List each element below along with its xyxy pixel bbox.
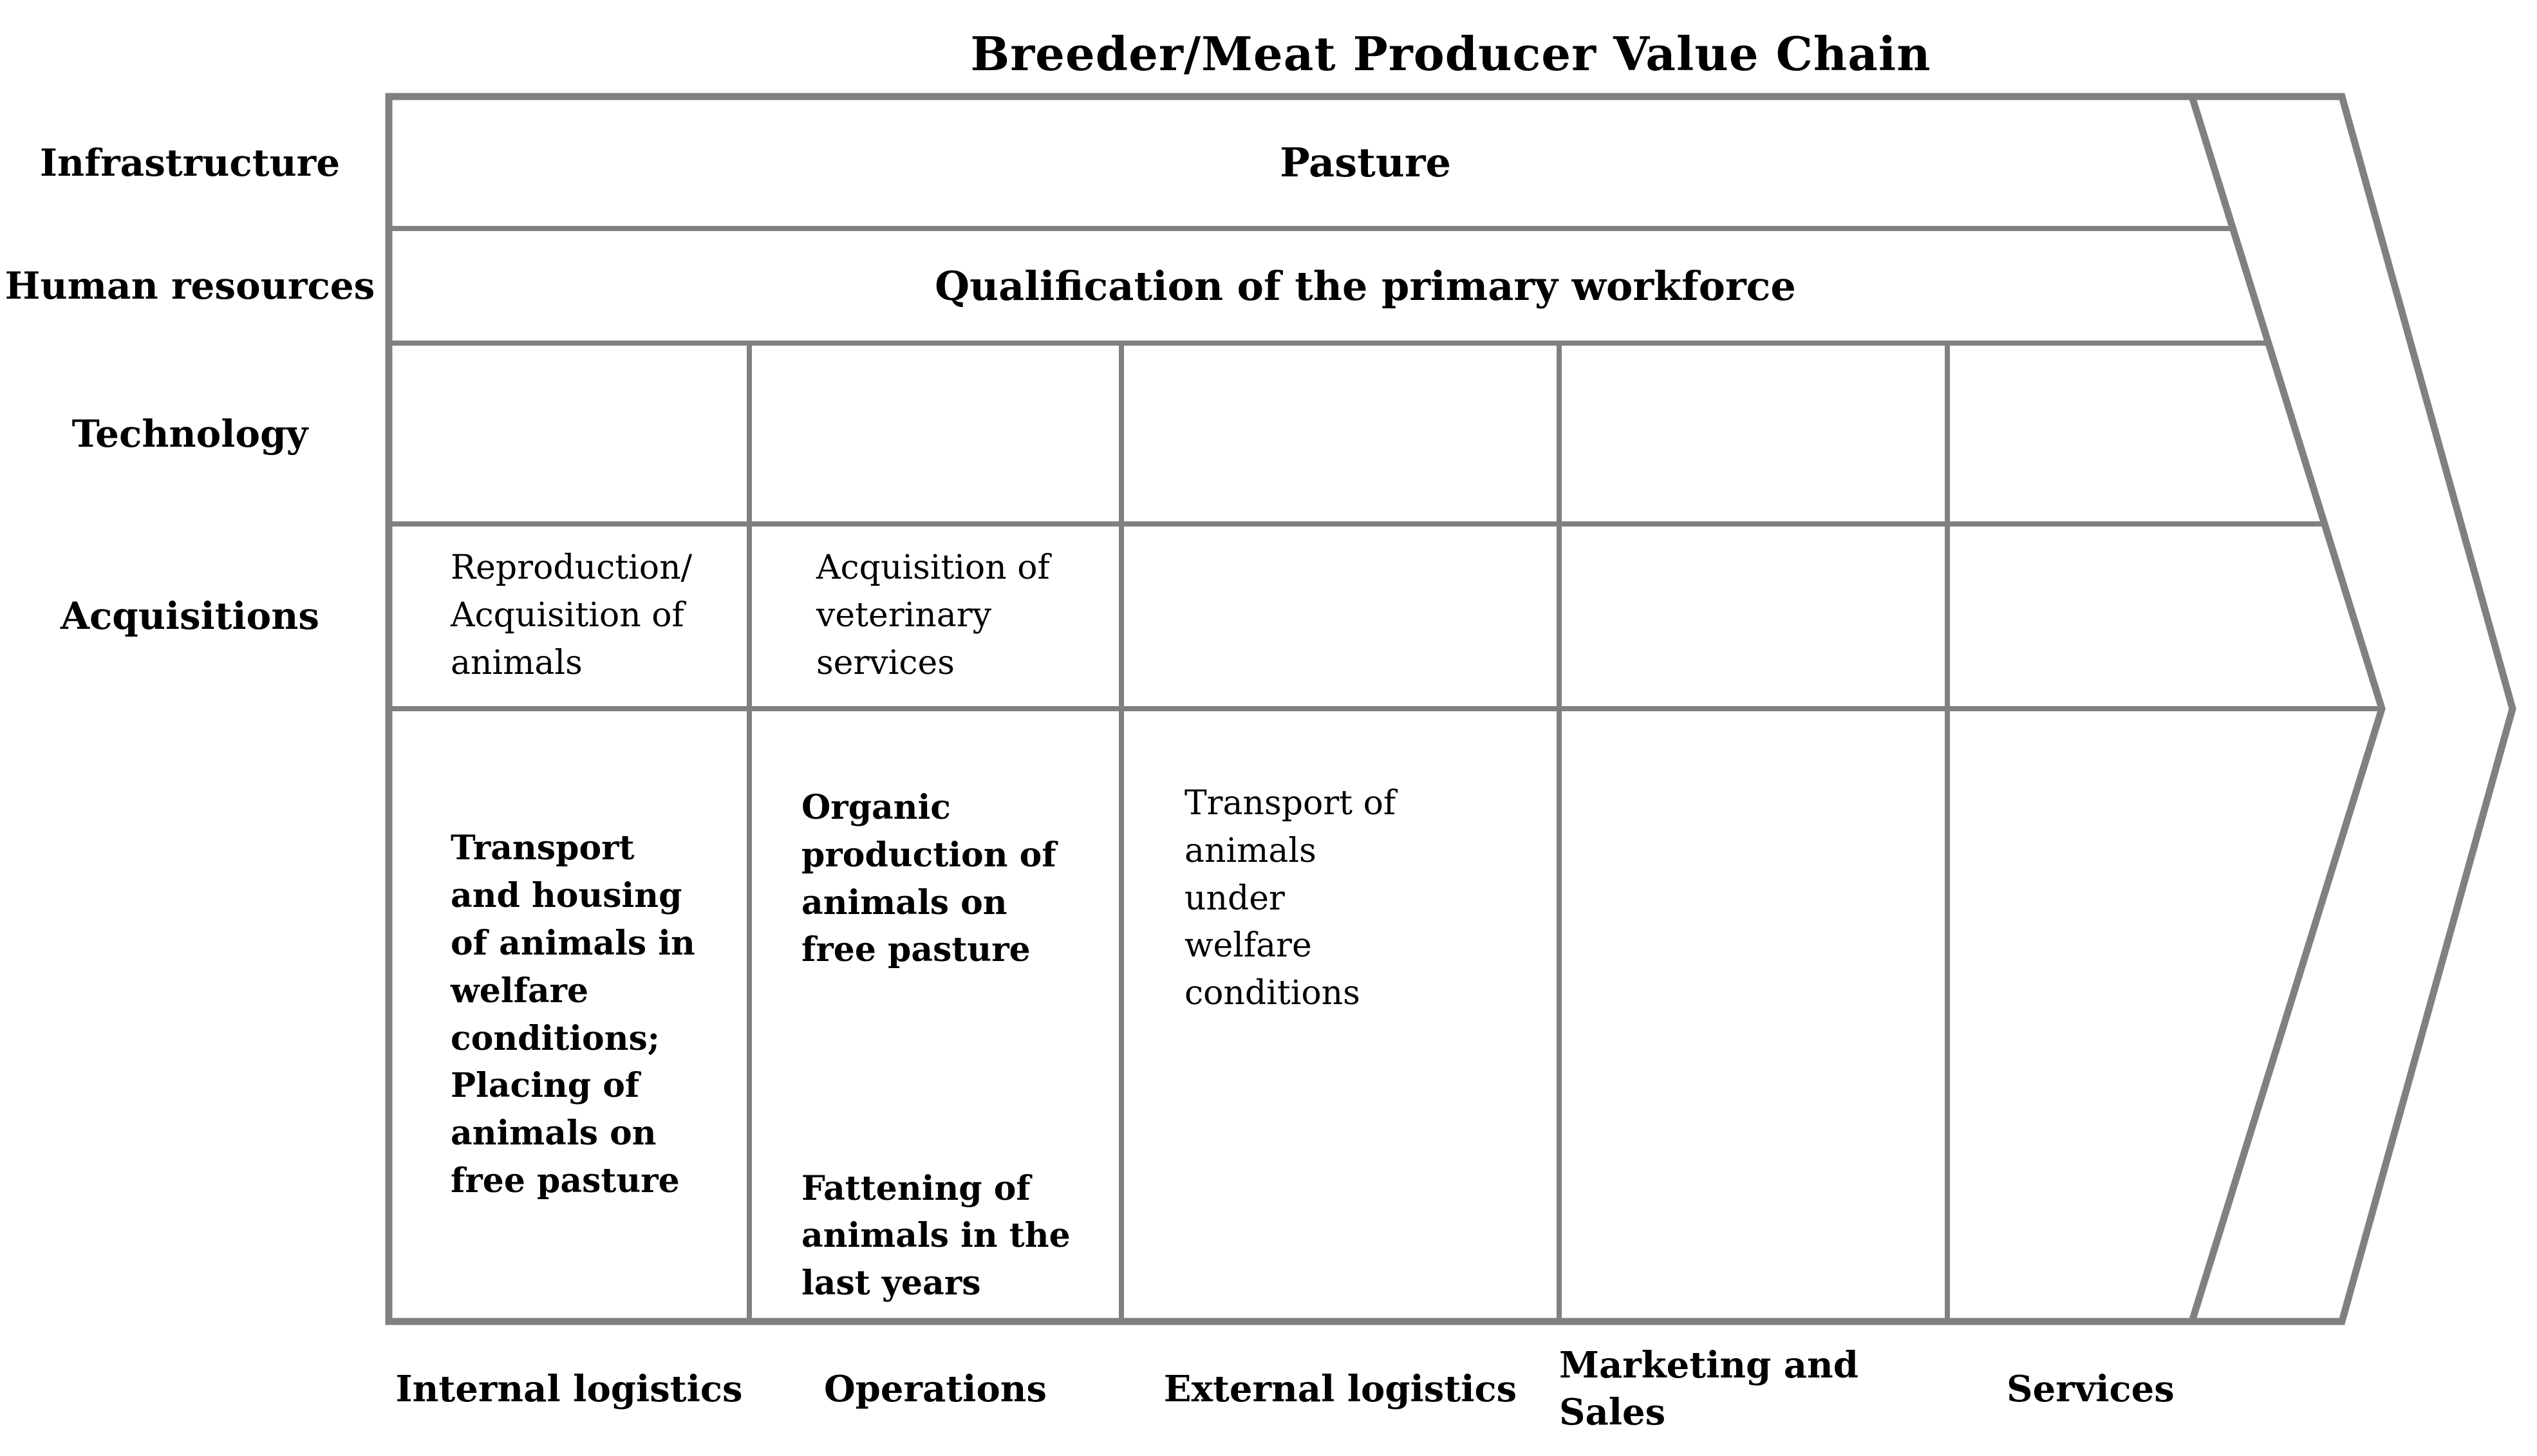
column-label-internal-logistics-text: Internal logistics bbox=[395, 1367, 743, 1410]
column-label-services-text: Services bbox=[2007, 1367, 2175, 1410]
support-label-acquisitions: Acquisitions bbox=[60, 594, 320, 638]
primary-cell-operations: Organic production of animals on free pa… bbox=[801, 708, 1078, 1321]
acquisitions-cell-internal-logistics: Reproduction/ Acquisition of animals bbox=[451, 524, 731, 708]
primary-cell-operations-upper-text: Organic production of animals on free pa… bbox=[801, 788, 1056, 970]
primary-cell-external-logistics-text: Transport of animals under welfare condi… bbox=[1184, 784, 1396, 1013]
diagram-title: Breeder/Meat Producer Value Chain bbox=[970, 26, 1931, 81]
acquisitions-cell-internal-logistics-text: Reproduction/ Acquisition of animals bbox=[451, 548, 693, 682]
column-label-external-logistics: External logistics bbox=[1121, 1325, 1559, 1453]
primary-cell-internal-logistics-text: Transport and housing of animals in welf… bbox=[451, 828, 695, 1200]
column-label-external-logistics-text: External logistics bbox=[1163, 1367, 1517, 1410]
column-label-operations-text: Operations bbox=[823, 1367, 1047, 1410]
arrow-outline bbox=[385, 93, 2516, 1325]
acquisitions-cell-operations-text: Acquisition of veterinary services bbox=[816, 548, 1050, 682]
column-label-services: Services bbox=[1947, 1325, 2234, 1453]
support-label-infrastructure: Infrastructure bbox=[39, 140, 341, 185]
support-label-technology: Technology bbox=[71, 411, 308, 456]
human-resources-row-text: Qualification of the primary workforce bbox=[935, 262, 1796, 310]
column-label-operations: Operations bbox=[749, 1325, 1121, 1453]
primary-cell-operations-lower-text: Fattening of animals in the last years bbox=[801, 1168, 1071, 1303]
primary-cell-external-logistics: Transport of animals under welfare condi… bbox=[1184, 708, 1410, 1321]
column-label-internal-logistics: Internal logistics bbox=[389, 1325, 749, 1453]
support-label-human-resources: Human resources bbox=[5, 264, 375, 308]
infrastructure-row-text: Pasture bbox=[1280, 139, 1451, 186]
primary-cell-internal-logistics: Transport and housing of animals in welf… bbox=[451, 708, 705, 1321]
column-label-marketing-and-sales: Marketing and Sales bbox=[1559, 1325, 1947, 1453]
acquisitions-cell-operations: Acquisition of veterinary services bbox=[816, 524, 1103, 708]
column-label-marketing-and-sales-text: Marketing and Sales bbox=[1559, 1344, 1858, 1433]
